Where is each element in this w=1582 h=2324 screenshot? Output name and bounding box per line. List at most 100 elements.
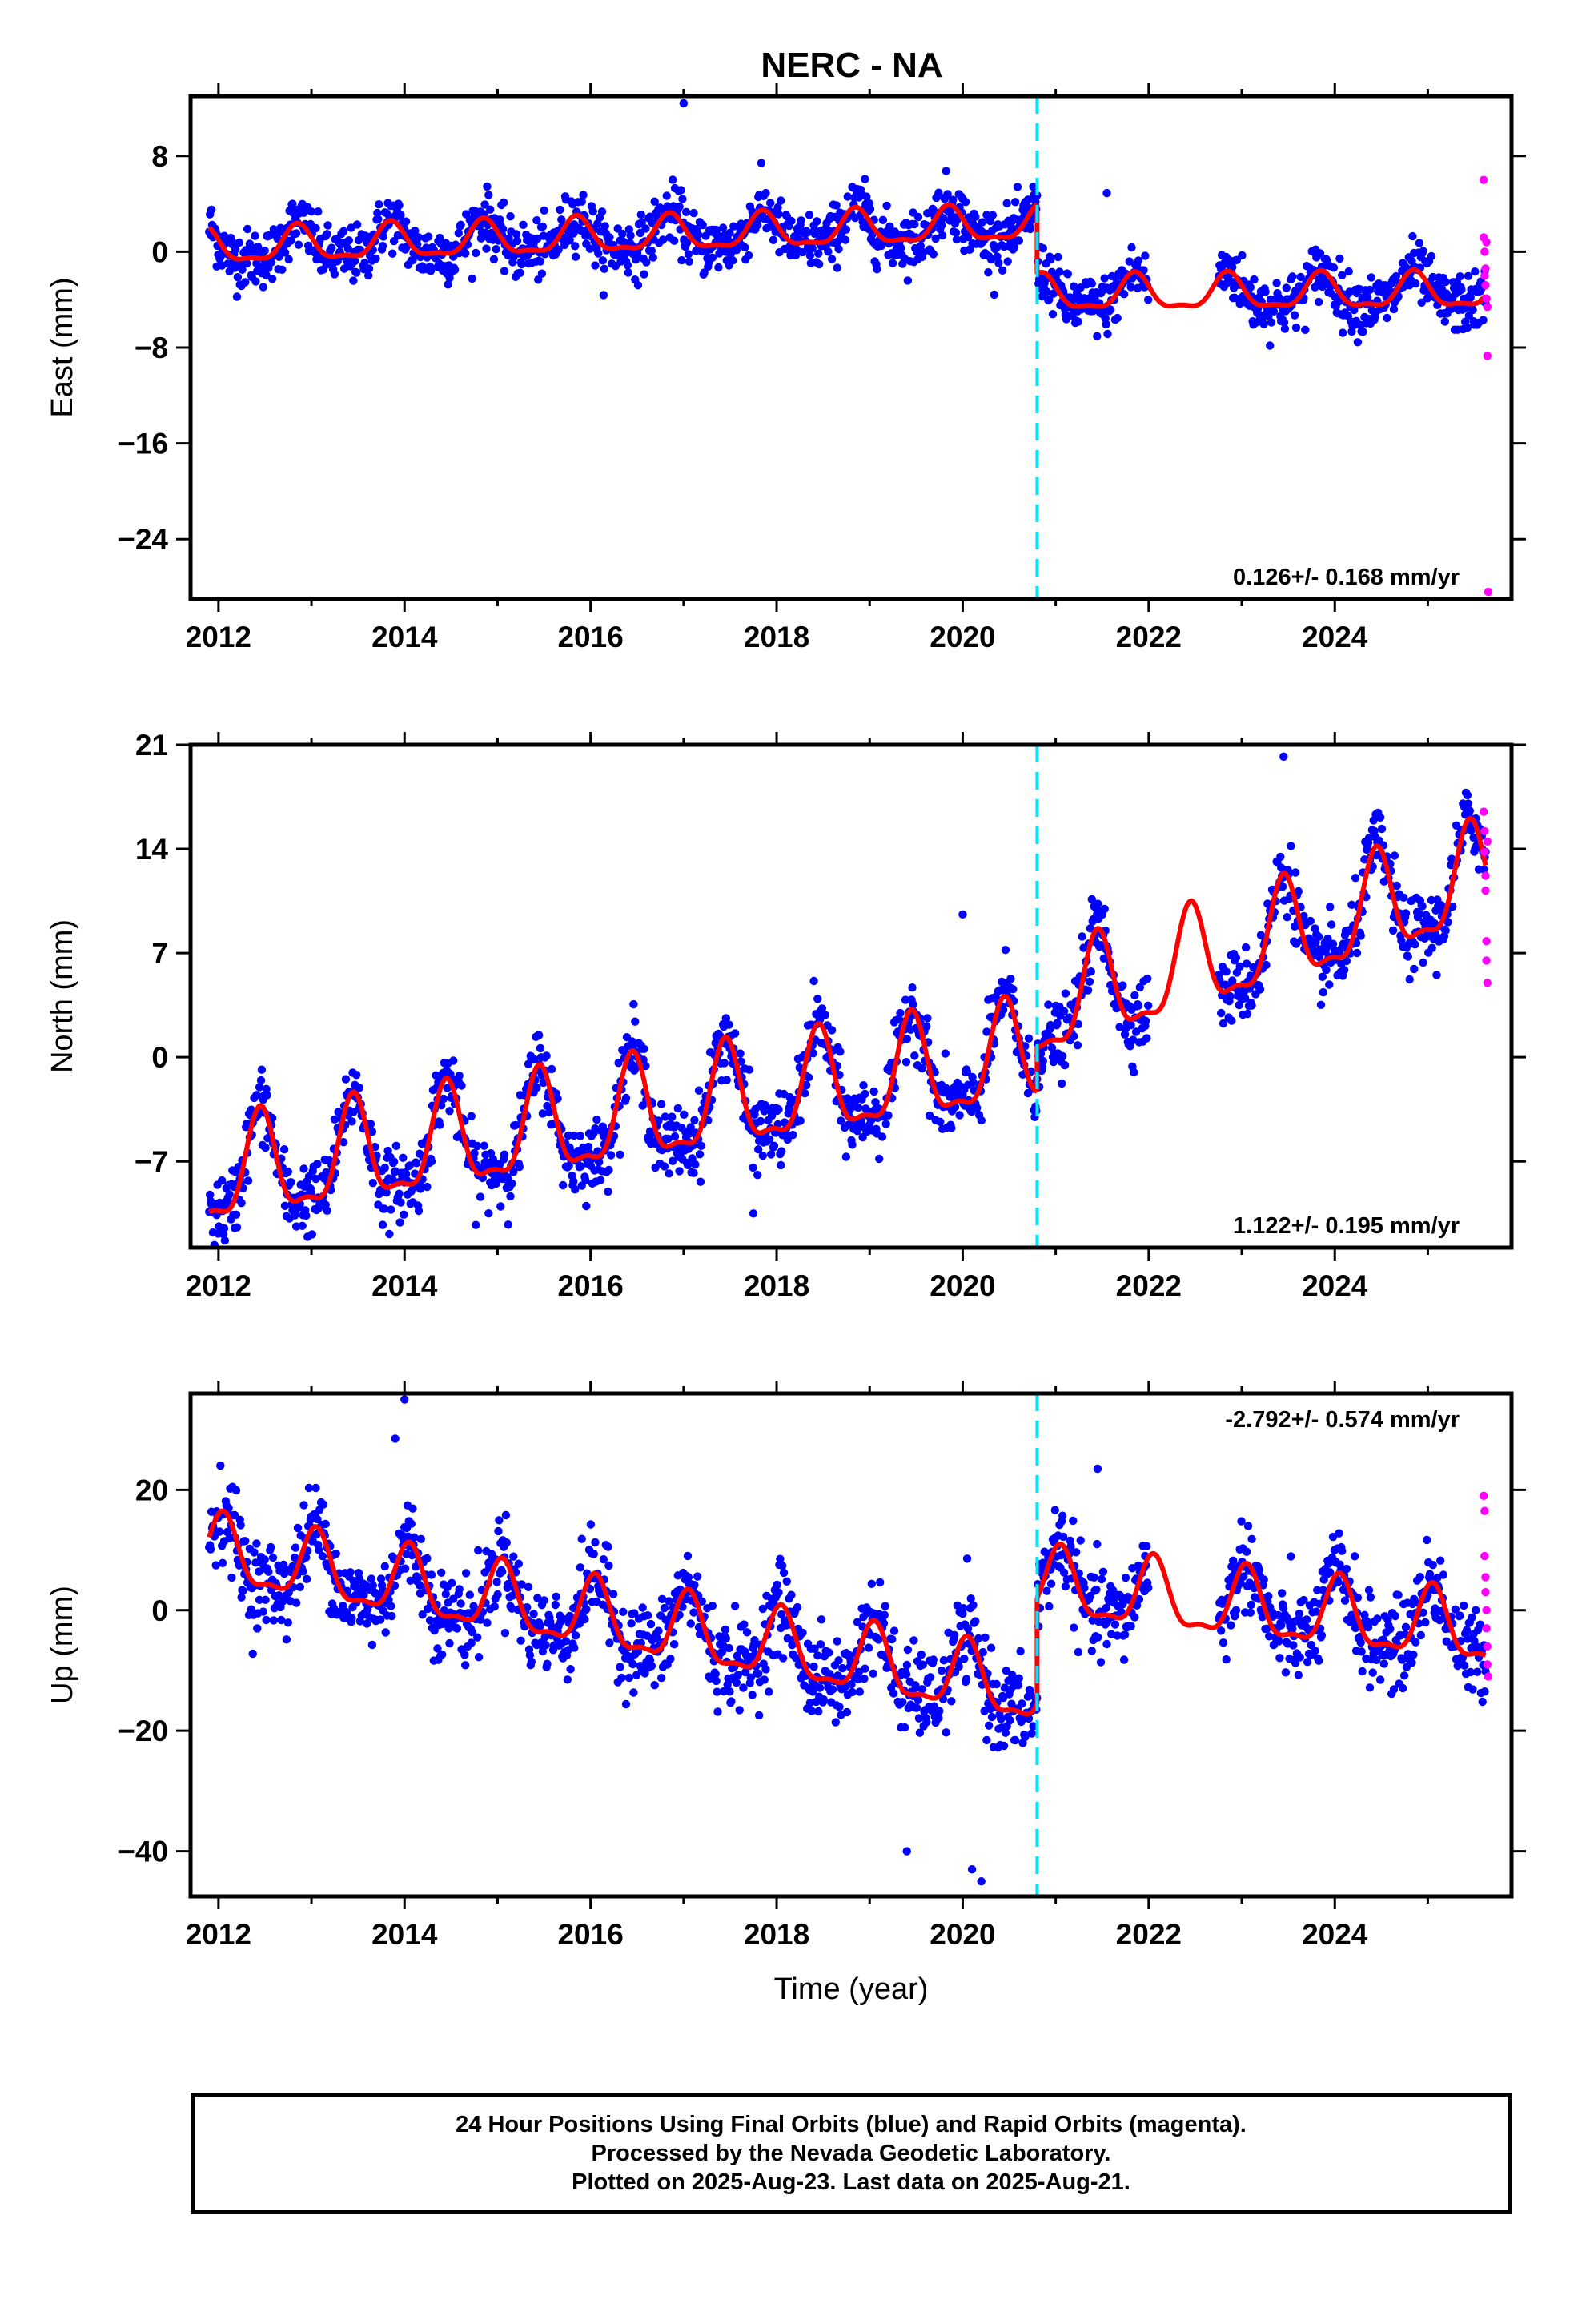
final-point [490, 1602, 499, 1611]
final-point [206, 1545, 215, 1554]
final-point [683, 1551, 693, 1561]
final-point [971, 212, 980, 221]
final-point [782, 1577, 791, 1586]
final-point [207, 205, 216, 214]
final-point [717, 1647, 727, 1656]
final-outlier-point [902, 1847, 911, 1856]
final-point [623, 261, 632, 270]
final-point [515, 1162, 524, 1172]
final-point [1471, 267, 1480, 276]
final-point [566, 1665, 575, 1674]
final-point [685, 257, 693, 266]
final-point [950, 1630, 959, 1640]
final-point [569, 1177, 578, 1186]
final-point [543, 1101, 552, 1111]
final-point [1100, 274, 1109, 283]
final-point [1353, 1593, 1363, 1602]
final-point [1460, 1661, 1469, 1670]
final-point [331, 1549, 340, 1558]
final-point [999, 1741, 1009, 1751]
final-point [1113, 1631, 1122, 1640]
final-point [861, 1089, 869, 1099]
final-point [426, 267, 436, 275]
final-point [553, 1094, 562, 1103]
final-point [1316, 1000, 1326, 1010]
final-point [935, 1707, 944, 1715]
final-point [1280, 324, 1290, 333]
final-point [675, 1167, 684, 1176]
final-point [813, 217, 821, 226]
final-point [773, 1580, 781, 1590]
final-point [499, 198, 508, 207]
final-point [374, 215, 383, 223]
final-point [1439, 1570, 1448, 1579]
final-point [796, 1116, 805, 1125]
final-point [959, 1604, 968, 1613]
final-point [938, 231, 947, 240]
final-point [834, 244, 843, 254]
final-point [1423, 1535, 1431, 1545]
final-point [311, 1483, 320, 1493]
final-point [1442, 1637, 1451, 1646]
final-point [439, 1094, 448, 1104]
final-point [1031, 197, 1040, 206]
final-point [461, 249, 470, 258]
final-point [929, 250, 938, 259]
final-point [381, 1628, 390, 1637]
final-point [367, 1640, 377, 1650]
final-point [636, 210, 645, 219]
final-point [841, 235, 850, 244]
final-point [1263, 1624, 1271, 1634]
final-point [861, 1104, 870, 1113]
final-point [330, 270, 339, 279]
final-point [287, 236, 295, 245]
final-point [352, 1071, 361, 1080]
final-point [243, 224, 252, 234]
final-point [742, 1628, 752, 1637]
final-point [1059, 1007, 1069, 1016]
final-point [1262, 960, 1271, 970]
final-point [1014, 1674, 1024, 1683]
final-point [1143, 974, 1152, 983]
final-point [998, 1693, 1008, 1703]
final-point [1285, 1654, 1294, 1663]
final-point [255, 1595, 264, 1605]
final-outlier-point [400, 1395, 409, 1404]
final-point [1364, 1586, 1374, 1594]
final-point [600, 222, 609, 231]
final-point [871, 1098, 880, 1107]
final-point [984, 268, 993, 277]
final-point [994, 259, 1003, 267]
final-point [648, 253, 657, 262]
final-point [628, 1037, 636, 1046]
final-point [1358, 1667, 1367, 1676]
final-point [1339, 966, 1349, 975]
final-point [982, 1735, 991, 1745]
final-point [753, 1171, 762, 1180]
final-point [753, 220, 762, 230]
final-point [642, 258, 651, 267]
final-point [269, 1616, 279, 1625]
final-point [1313, 1586, 1322, 1594]
final-point [321, 1519, 330, 1529]
final-point [1325, 980, 1334, 989]
final-point [841, 225, 851, 234]
final-point [449, 1594, 458, 1603]
final-point [912, 1703, 921, 1712]
final-point [227, 1573, 236, 1582]
rapid-point [1482, 1606, 1491, 1614]
final-point [473, 1141, 482, 1151]
final-point [656, 1674, 666, 1683]
final-point [1070, 1623, 1078, 1632]
model-curve-segment [1035, 267, 1488, 309]
final-point [302, 1211, 311, 1220]
final-point [741, 1667, 750, 1677]
final-point [1241, 994, 1250, 1003]
final-point [669, 175, 677, 184]
final-point [988, 211, 998, 219]
final-point [1291, 323, 1301, 332]
final-point [607, 1151, 616, 1160]
final-point [1087, 1647, 1097, 1655]
final-point [1327, 920, 1336, 929]
final-point [1427, 943, 1437, 952]
